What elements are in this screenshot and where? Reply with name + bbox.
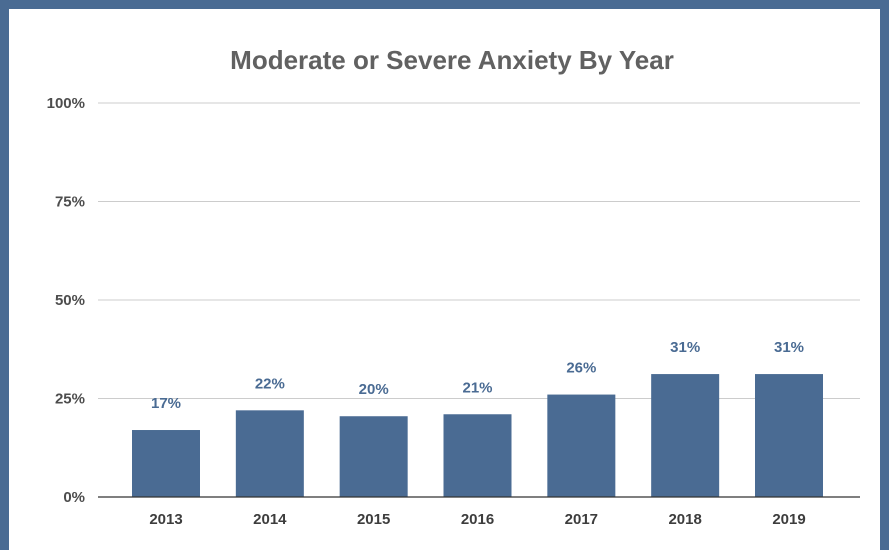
y-axis-ticks: 0% 25% 50% 75% 100%: [47, 95, 85, 506]
x-tick-label-2013: 2013: [149, 511, 182, 528]
bar-2013: [132, 430, 200, 497]
x-tick-label-2016: 2016: [461, 511, 494, 528]
data-labels: 17% 22% 20% 21% 26% 31% 31%: [151, 339, 804, 412]
data-label-2015: 20%: [359, 381, 389, 398]
y-tick-label: 100%: [47, 95, 85, 112]
bar-2016: [443, 414, 512, 497]
grid-layer: [98, 102, 860, 399]
data-label-2019: 31%: [774, 339, 804, 356]
bar-2015: [339, 416, 408, 497]
y-tick-label: 0%: [63, 489, 85, 506]
data-label-2018: 31%: [670, 339, 700, 356]
bars: [132, 374, 823, 497]
y-tick-label: 25%: [55, 391, 85, 408]
x-tick-label-2018: 2018: [668, 511, 701, 528]
bar-2017: [547, 394, 616, 497]
x-tick-label-2017: 2017: [565, 511, 598, 528]
x-tick-label-2015: 2015: [357, 511, 390, 528]
bar-2019: [755, 374, 823, 497]
data-label-2014: 22%: [255, 375, 285, 392]
bar-2014: [235, 410, 304, 497]
bar-2018: [651, 374, 720, 497]
data-label-2016: 21%: [462, 379, 492, 396]
y-tick-label: 50%: [55, 292, 85, 309]
chart-title: Moderate or Severe Anxiety By Year: [230, 45, 674, 75]
x-axis-ticks: 2013 2014 2015 2016 2017 2018 2019: [149, 511, 805, 528]
data-label-2013: 17%: [151, 395, 181, 412]
data-label-2017: 26%: [566, 360, 596, 377]
x-tick-label-2014: 2014: [253, 511, 287, 528]
x-tick-label-2019: 2019: [772, 511, 805, 528]
y-tick-label: 75%: [55, 194, 85, 211]
